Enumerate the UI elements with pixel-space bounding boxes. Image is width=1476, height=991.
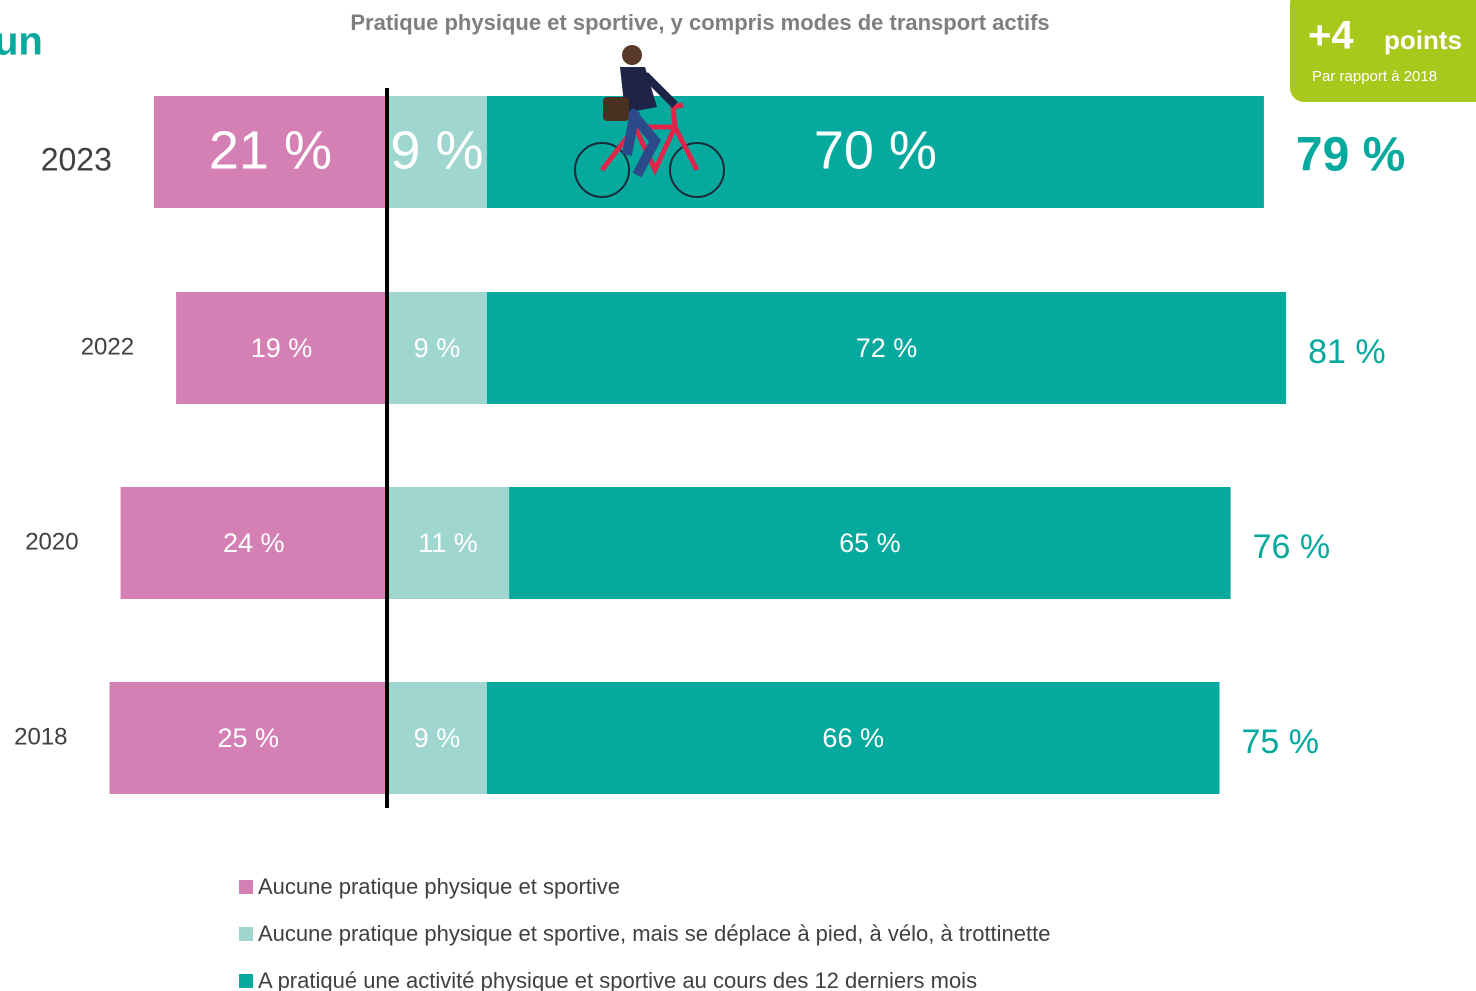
badge-box bbox=[1290, 0, 1476, 102]
legend-swatch bbox=[239, 880, 253, 894]
value-label: 9 % bbox=[414, 333, 461, 363]
bar-segment bbox=[486, 292, 1287, 404]
value-label: 66 % bbox=[822, 723, 884, 753]
value-label: 11 % bbox=[418, 528, 478, 558]
legend-label: Aucune pratique physique et sportive bbox=[258, 874, 620, 899]
bar-segment bbox=[387, 682, 487, 794]
bar-segment bbox=[387, 292, 487, 404]
y-tick-label: 2023 bbox=[41, 141, 112, 177]
value-label: 24 % bbox=[223, 528, 285, 558]
badge: +4 points Par rapport à 2018 bbox=[1290, 0, 1476, 102]
legend-label: A pratiqué une activité physique et spor… bbox=[258, 968, 977, 991]
badge-unit: points bbox=[1384, 25, 1462, 55]
bar-segment bbox=[120, 487, 387, 599]
total-label: 81 % bbox=[1308, 333, 1386, 371]
y-tick-label: 2020 bbox=[25, 528, 78, 555]
value-label: 21 % bbox=[209, 120, 332, 180]
y-tick-label: 2022 bbox=[81, 333, 134, 360]
legend-label: Aucune pratique physique et sportive, ma… bbox=[258, 921, 1050, 946]
value-label: 65 % bbox=[839, 528, 901, 558]
heading: un bbox=[0, 20, 43, 64]
value-label: 9 % bbox=[414, 723, 461, 753]
total-label: 76 % bbox=[1253, 528, 1331, 566]
bars: 21 % 9 % 70 % 2023 79 % 19 % 9 % 72 % 2022 81 % 24… bbox=[14, 96, 1405, 794]
bike-illustration bbox=[574, 45, 725, 198]
bar-segment bbox=[176, 292, 387, 404]
bar-segment bbox=[387, 487, 510, 599]
legend-swatch bbox=[239, 927, 253, 941]
value-label: 9 % bbox=[390, 120, 483, 180]
legend-swatch bbox=[239, 974, 253, 988]
legend: Aucune pratique physique et sportive Aucu… bbox=[239, 874, 1050, 991]
value-label: 25 % bbox=[217, 723, 279, 753]
value-label: 72 % bbox=[856, 333, 918, 363]
chart-title: Pratique physique et sportive, y compris… bbox=[350, 10, 1049, 35]
badge-value: +4 bbox=[1308, 14, 1354, 58]
value-label: 19 % bbox=[251, 333, 313, 363]
badge-note: Par rapport à 2018 bbox=[1312, 68, 1437, 85]
bar-segment bbox=[109, 682, 387, 794]
value-label: 70 % bbox=[814, 120, 937, 180]
bar-segment bbox=[153, 96, 387, 208]
bar-segment bbox=[509, 487, 1231, 599]
total-label: 75 % bbox=[1242, 723, 1320, 761]
y-tick-label: 2018 bbox=[14, 723, 67, 750]
bar-segment bbox=[486, 682, 1220, 794]
total-label: 79 % bbox=[1296, 129, 1405, 182]
bar-segment bbox=[387, 96, 487, 208]
